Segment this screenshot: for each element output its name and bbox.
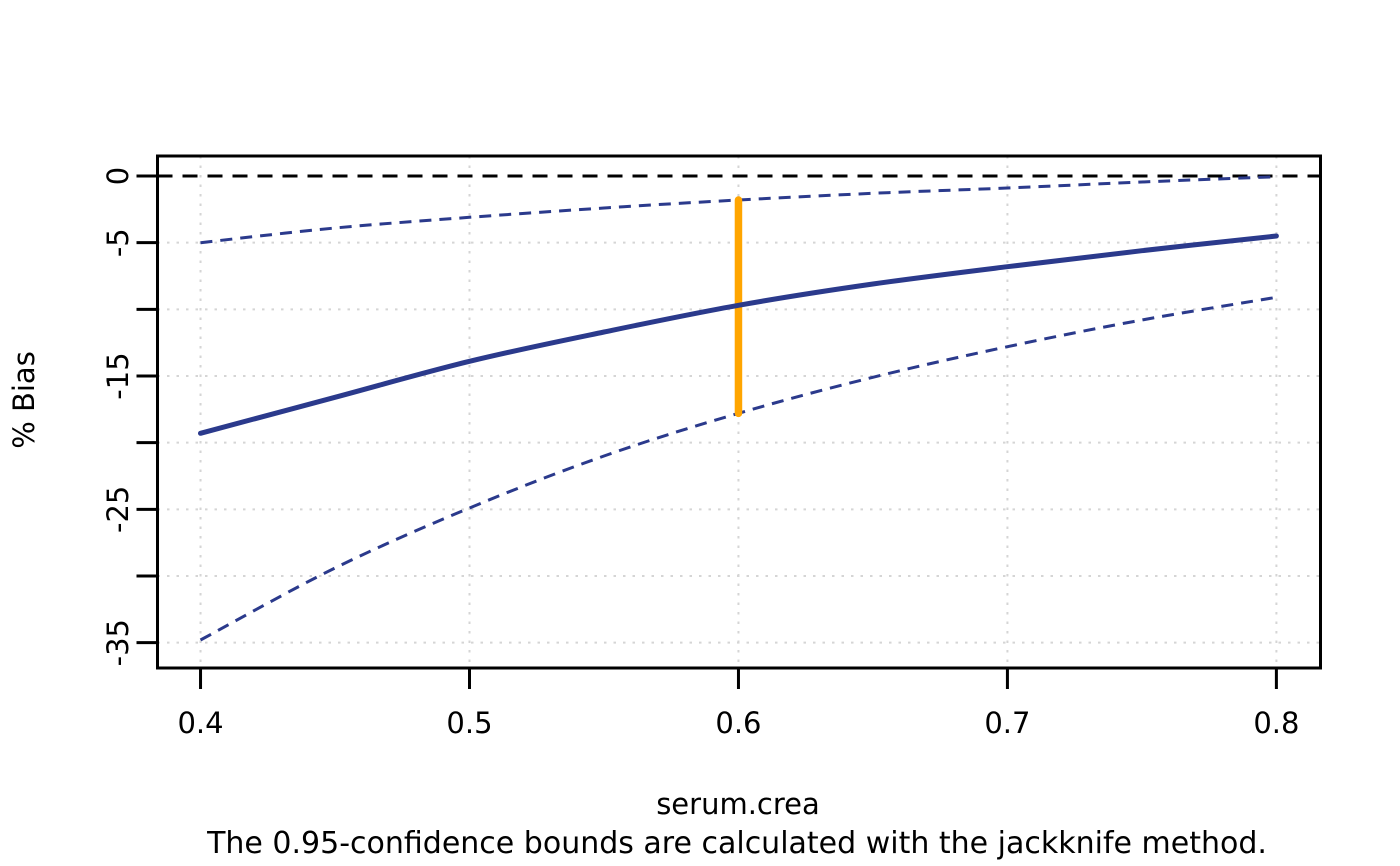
y-axis-tick-label: -5 — [101, 228, 135, 257]
bias-estimate-curve — [198, 233, 1279, 436]
x-axis-title: serum.crea — [656, 787, 820, 821]
y-axis-tick-label: 0 — [101, 167, 135, 185]
upper-confidence-bound-curve — [200, 175, 1277, 245]
y-axis-title: % Bias — [7, 351, 41, 449]
x-axis-tick-label: 0.7 — [984, 706, 1030, 740]
series-layer — [198, 175, 1279, 642]
x-axis-tick-label: 0.4 — [177, 706, 223, 740]
plot-border-box — [156, 154, 1322, 670]
y-axis-tick-label: -25 — [101, 486, 135, 533]
x-axis-tick-label: 0.5 — [446, 706, 492, 740]
y-axis-tick-label: -35 — [101, 619, 135, 666]
x-axis-tick-label: 0.6 — [715, 706, 761, 740]
y-axis-tick-label: -15 — [101, 352, 135, 399]
axis-layer: 0.4 0.5 0.6 0.7 0.8 0 -5 -15 -25 -35 — [101, 167, 1299, 740]
x-axis-tick-label: 0.8 — [1253, 706, 1299, 740]
lower-confidence-bound-curve — [199, 295, 1277, 642]
plot-subtitle: The 0.95-confidence bounds are calculate… — [206, 826, 1267, 861]
